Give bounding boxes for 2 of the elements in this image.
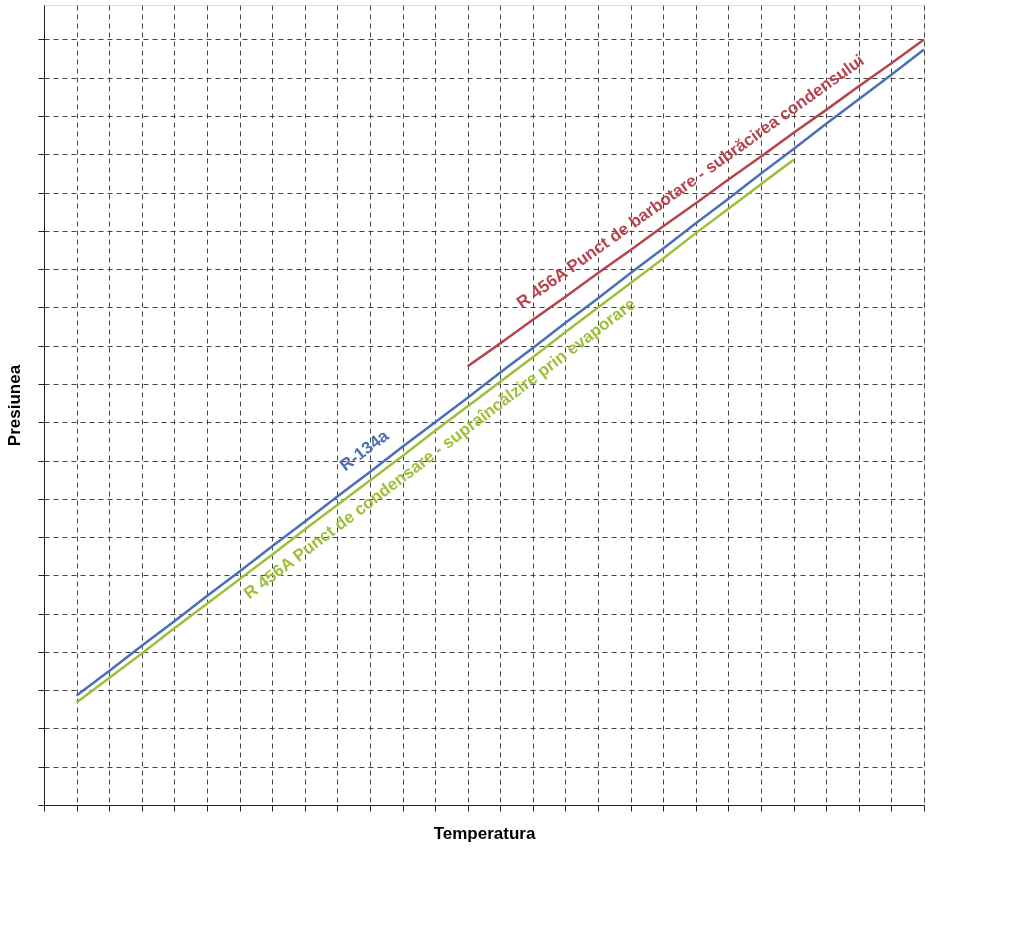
x-axis-title: Temperatura — [433, 824, 536, 843]
y-axis-title: Presiunea — [5, 364, 24, 447]
